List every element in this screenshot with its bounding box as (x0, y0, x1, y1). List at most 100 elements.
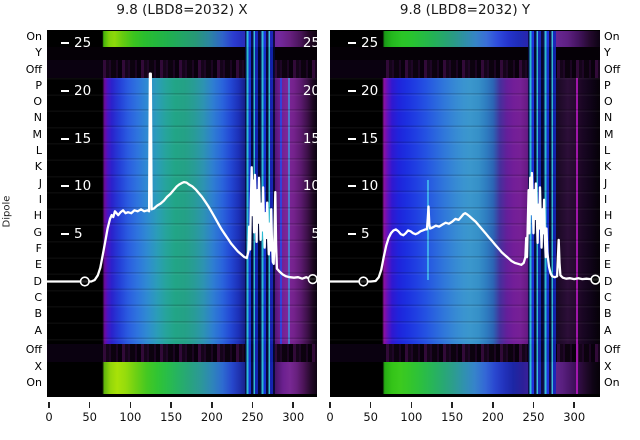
x-tick-mark (573, 402, 575, 408)
x-tick-label-50: 50 (363, 410, 378, 424)
x-tick-mark (48, 402, 50, 408)
inner-ytick-15: 15 (61, 131, 91, 147)
row-label-right-p: P (604, 79, 611, 92)
row-label-right-j: J (604, 177, 608, 190)
inner-ytick-10: 10 (348, 178, 378, 194)
x-tick-mark (410, 402, 413, 408)
x-tick-label-100: 100 (119, 410, 142, 424)
row-label-right-b: B (604, 307, 612, 320)
inner-ytick-label: 25 (361, 35, 379, 51)
y-tick-dash (61, 137, 69, 140)
x-profile-curve (47, 72, 317, 287)
x-tick-mark (211, 402, 213, 408)
row-label-right-x: X (604, 360, 612, 373)
x-tick-label-100: 100 (400, 410, 423, 424)
x-tick-mark (170, 402, 172, 408)
inner-ytick-5: 5 (348, 226, 370, 242)
inner-ytick-right-5: 5 (311, 226, 317, 243)
row-label-left-e: E (35, 258, 42, 271)
x-tick-label-200: 200 (481, 410, 504, 424)
x-tick-mark (532, 402, 535, 408)
row-label-left-f: F (35, 242, 42, 255)
row-shading-overlay (330, 78, 600, 344)
y-tick-dash (348, 233, 356, 236)
profile-line (330, 171, 600, 283)
y-tick-dash (348, 42, 356, 44)
row-label-right-a: A (604, 324, 612, 337)
row-label-left-j: J (38, 177, 42, 190)
x-tick-label-0: 0 (326, 410, 334, 424)
row-label-right-g: G (604, 226, 613, 239)
x-tick-label-0: 0 (45, 410, 53, 424)
row-label-right-d: D (604, 275, 613, 288)
y-tick-dash (61, 185, 69, 188)
row-label-right-y: Y (604, 46, 611, 59)
x-tick-label-250: 250 (241, 410, 264, 424)
row-label-right-f: F (604, 242, 611, 255)
x-tick-mark (129, 402, 132, 408)
row-label-left-h: H (33, 209, 42, 222)
row-labels-left-column: On Y Off P O N M L K J I H G F E D C B A Off X On (2, 0, 42, 440)
row-label-right-k: K (604, 160, 612, 173)
row-label-left-m: M (32, 128, 43, 141)
row-label-left-o: O (33, 95, 42, 108)
inner-ytick-15: 15 (348, 131, 378, 147)
y-tick-dash (348, 185, 356, 188)
row-label-right-c: C (604, 291, 612, 304)
right-panel-title: 9.8 (LBD8=2032) Y (399, 2, 531, 18)
x-tick-label-150: 150 (441, 410, 464, 424)
row-label-left-c: C (34, 291, 42, 304)
row-label-left-d: D (33, 275, 42, 288)
x-tick-mark (492, 402, 494, 408)
inner-ytick-5: 5 (61, 226, 83, 242)
row-label-right-on: On (604, 30, 620, 43)
row-label-right-n: N (604, 111, 613, 124)
inner-ytick-right-25: 25 (302, 35, 317, 51)
heatmap-panel-y: 25 20 15 10 5 (330, 30, 600, 397)
row-label-right-off: Off (604, 343, 621, 356)
x-tick-label-50: 50 (82, 410, 97, 424)
inner-ytick-right-20: 20 (302, 82, 317, 99)
thin-magenta-line (576, 78, 578, 394)
inner-ytick-label: 15 (361, 130, 379, 147)
x-tick-mark (369, 402, 372, 408)
row-label-left-n: N (33, 111, 42, 124)
inner-ytick-10: 10 (61, 178, 91, 194)
row-labels-right-column: On Y Off P O N M L K J I H G F E D C B A Off X On (604, 0, 640, 440)
y-profile-curve (330, 171, 600, 287)
row-label-left-off: Off (25, 63, 42, 76)
row-label-right-m: M (604, 128, 614, 141)
thin-cyan-line (288, 78, 290, 344)
row-label-left-g: G (33, 226, 42, 239)
row-label-left-x: X (34, 360, 42, 373)
heatmap-panel-x: 25 25 20 20 15 15 10 10 5 5 (47, 30, 317, 397)
x-tick-label-200: 200 (200, 410, 223, 424)
left-panel-title: 9.8 (LBD8=2032) X (116, 2, 248, 18)
y-tick-dash (61, 89, 69, 92)
inner-ytick-label: 20 (361, 82, 379, 99)
x-tick-label-250: 250 (522, 410, 545, 424)
inner-ytick-label: 25 (74, 35, 92, 51)
inner-ytick-label: 15 (74, 130, 92, 147)
x-tick-label-300: 300 (563, 410, 586, 424)
row-label-right-on: On (604, 376, 620, 389)
row-label-left-p: P (35, 79, 42, 92)
profile-line (47, 72, 317, 283)
inner-ytick-label: 5 (74, 226, 83, 243)
row-label-right-l: L (604, 144, 611, 157)
x-tick-mark (292, 402, 294, 408)
row-label-left-i: I (38, 193, 42, 206)
inner-ytick-label: 10 (361, 178, 379, 195)
thin-blue-line (280, 78, 282, 344)
inner-ytick-25: 25 (61, 35, 91, 51)
y-tick-dash (348, 89, 356, 92)
row-label-left-off: Off (25, 343, 42, 356)
inner-ytick-label: 10 (74, 178, 92, 195)
inner-ytick-20: 20 (61, 83, 91, 99)
y-tick-dash (348, 137, 356, 140)
x-tick-label-300: 300 (282, 410, 305, 424)
x-tick-mark (329, 402, 331, 408)
row-label-left-a: A (34, 324, 42, 337)
row-label-left-on: On (26, 30, 42, 43)
